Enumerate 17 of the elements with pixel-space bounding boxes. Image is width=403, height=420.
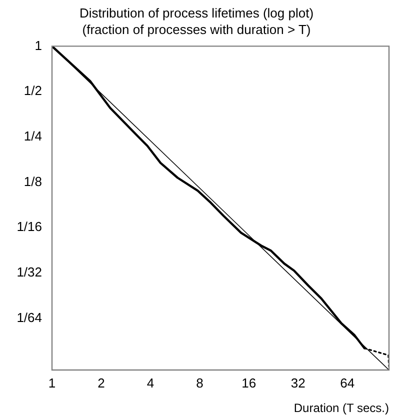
x-tick-label: 32: [290, 375, 306, 390]
x-tick-label: 4: [146, 375, 154, 390]
chart-subtitle: (fraction of processes with duration > T): [82, 22, 311, 37]
x-tick-label: 2: [98, 375, 105, 390]
y-tick-label: 1/16: [16, 219, 42, 234]
y-tick-label: 1/64: [16, 310, 42, 325]
x-tick-label: 16: [242, 375, 256, 390]
x-tick-label: 64: [340, 375, 355, 390]
x-tick-label: 8: [196, 375, 204, 390]
y-tick-label: 1/32: [16, 264, 42, 280]
y-tick-label: 1: [34, 38, 42, 53]
y-tick-label: 1/4: [24, 128, 42, 144]
chart-title: Distribution of process lifetimes (log plot): [79, 5, 314, 20]
x-tick-label: 1: [48, 375, 56, 390]
y-tick-label: 1/8: [24, 174, 42, 189]
y-tick-label: 1/2: [24, 83, 42, 98]
x-axis-title: Duration (T secs.): [294, 401, 389, 416]
